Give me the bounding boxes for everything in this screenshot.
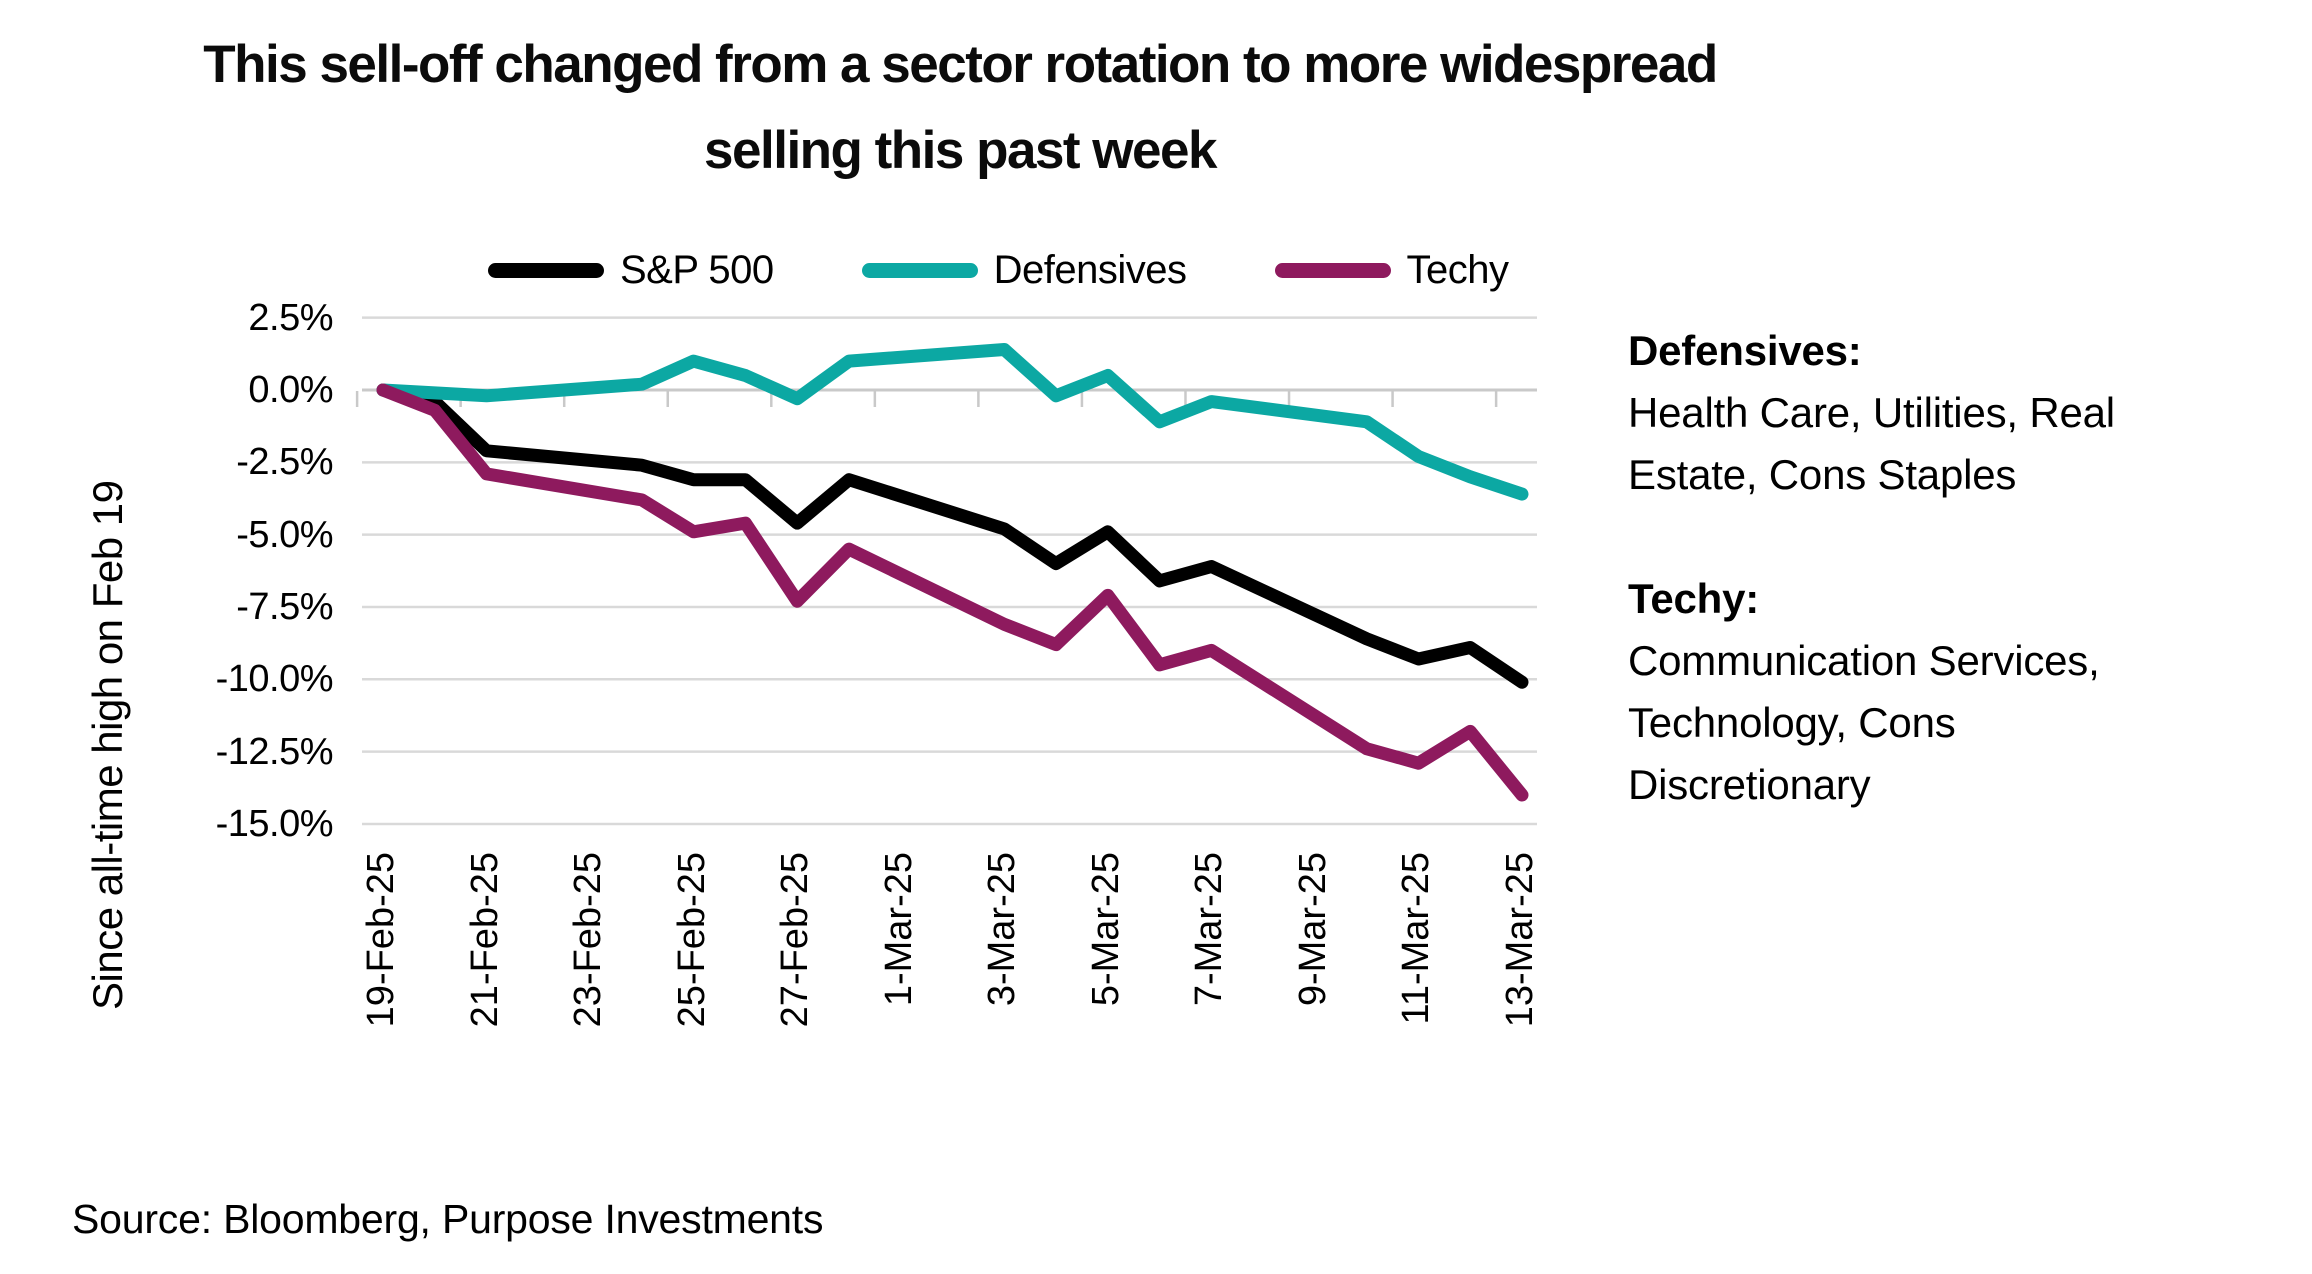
- y-tick-label: -12.5%: [215, 730, 334, 773]
- x-tick-label: 21-Feb-25: [463, 852, 506, 1028]
- legend-label-defensives: Defensives: [993, 247, 1187, 292]
- series-techy-line: [376, 383, 1529, 802]
- x-tick-label: 5-Mar-25: [1084, 852, 1127, 1007]
- chart-legend: S&P 500 Defensives Techy: [488, 240, 1509, 300]
- annotation-spacer: [1628, 506, 2296, 568]
- techy-description: Communication Services, Technology, Cons D…: [1628, 630, 2296, 816]
- defensives-description-line: Estate, Cons Staples: [1628, 451, 2017, 498]
- legend-label-techy: Techy: [1406, 247, 1510, 292]
- y-axis-title: Since all-time high on Feb 19: [84, 480, 131, 1010]
- defensives-description: Health Care, Utilities, Real Estate, Cons…: [1628, 382, 2296, 506]
- legend-label-sp500: S&P 500: [620, 247, 774, 292]
- y-tick-label: 0.0%: [248, 369, 333, 411]
- chart-title-line2: selling this past week: [704, 121, 1217, 180]
- y-tick-label: -7.5%: [236, 585, 333, 628]
- annotation-block: Defensives: Health Care, Utilities, Real…: [1628, 320, 2296, 816]
- x-tick-label: 11-Mar-25: [1395, 852, 1438, 1025]
- defensives-line-swatch: [861, 262, 978, 278]
- x-tick-label: 1-Mar-25: [877, 852, 920, 1007]
- techy-heading: Techy:: [1628, 575, 1760, 622]
- x-tick-label: 19-Feb-25: [360, 852, 402, 1028]
- techy-description-line: Discretionary: [1628, 761, 1871, 808]
- series-s-p-500-line: [376, 383, 1529, 689]
- legend-item-defensives: Defensives: [861, 247, 1187, 293]
- series-defensives-line: [376, 343, 1529, 501]
- techy-line-swatch: [1274, 262, 1391, 278]
- x-tick-label: 3-Mar-25: [981, 852, 1024, 1007]
- x-tick-label: 13-Mar-25: [1499, 852, 1541, 1028]
- legend-item-techy: Techy: [1274, 247, 1510, 293]
- techy-description-line: Communication Services,: [1628, 637, 2100, 684]
- y-tick-label: -10.0%: [215, 658, 334, 701]
- x-tick-label: 27-Feb-25: [774, 852, 817, 1028]
- y-tick-label: -2.5%: [236, 441, 333, 484]
- x-tick-label: 25-Feb-25: [670, 852, 713, 1028]
- x-tick-label: 9-Mar-25: [1291, 852, 1334, 1007]
- source-note: Source: Bloomberg, Purpose Investments: [72, 1196, 824, 1242]
- y-tick-label: -5.0%: [236, 513, 333, 556]
- y-tick-label: -15.0%: [215, 802, 334, 845]
- legend-item-sp500: S&P 500: [488, 248, 774, 293]
- y-tick-label: 2.5%: [248, 296, 333, 339]
- x-tick-label: 23-Feb-25: [567, 852, 610, 1028]
- sp500-line-swatch: [488, 262, 604, 278]
- defensives-description-line: Health Care, Utilities, Real: [1628, 389, 2115, 436]
- techy-description-line: Technology, Cons: [1628, 699, 1956, 746]
- x-tick-label: 7-Mar-25: [1188, 852, 1231, 1007]
- defensives-heading: Defensives:: [1628, 327, 1862, 374]
- chart-title: This sell-off changed from a sector rota…: [0, 22, 1920, 194]
- chart-title-line1: This sell-off changed from a sector rota…: [203, 35, 1718, 94]
